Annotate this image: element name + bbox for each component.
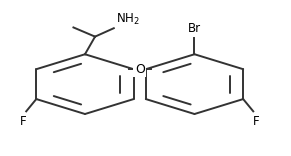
Text: F: F [20,115,27,128]
Text: Br: Br [188,22,201,35]
Text: F: F [253,115,260,128]
Text: NH$_2$: NH$_2$ [116,12,140,27]
Text: O: O [135,63,145,76]
